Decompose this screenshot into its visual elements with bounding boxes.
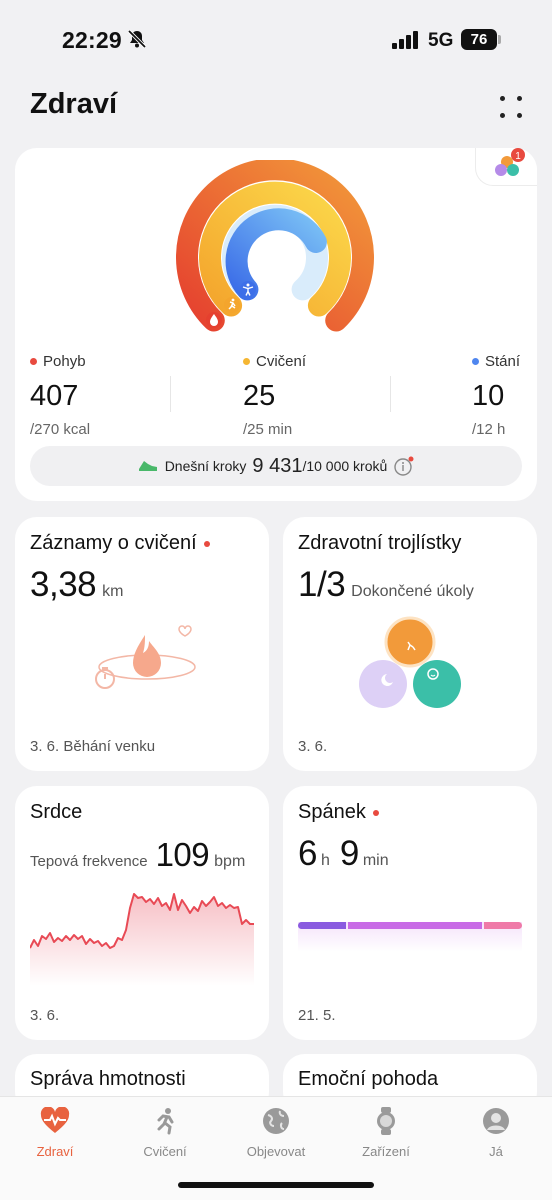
clover-tile-title: Zdravotní trojlístky bbox=[298, 532, 462, 554]
sleep-segment-rem bbox=[484, 922, 522, 929]
clover-progress: 1/3 bbox=[298, 565, 346, 604]
flame-icon bbox=[206, 312, 222, 328]
tab-discover-label: Objevovat bbox=[246, 1144, 306, 1159]
emotion-tile-title: Emoční pohoda bbox=[298, 1068, 439, 1090]
sleep-tile-footer: 21. 5. bbox=[298, 1007, 336, 1024]
battery-level: 76 bbox=[461, 29, 497, 50]
bell-muted-icon bbox=[127, 29, 147, 49]
heart-rate-chart bbox=[30, 893, 254, 986]
heart-rate-unit: bpm bbox=[214, 853, 246, 870]
stat-stand-target: /12 h bbox=[472, 421, 506, 438]
tab-me-label: Já bbox=[489, 1144, 503, 1159]
tab-discover[interactable]: Objevovat bbox=[226, 1107, 326, 1159]
steps-bar[interactable]: Dnešní kroky 9 431 /10 000 kroků bbox=[30, 446, 522, 486]
standing-icon bbox=[240, 281, 256, 297]
status-time: 22:29 bbox=[62, 27, 122, 53]
activity-rings-card[interactable]: 1 bbox=[15, 148, 537, 501]
sleep-tile[interactable]: Spánek 6 h 9 min 21. 5. bbox=[283, 786, 537, 1040]
heart-tile-footer: 3. 6. bbox=[30, 1007, 60, 1024]
sleep-hours: 6 bbox=[298, 834, 317, 873]
exercise-tile-title: Záznamy o cvičení bbox=[30, 532, 197, 554]
tab-health[interactable]: Zdraví bbox=[5, 1106, 105, 1159]
stat-move: Pohyb 407 /270 kcal bbox=[30, 353, 90, 438]
exercise-records-tile[interactable]: Záznamy o cvičení 3,38 km 3. 6. Běhání ve… bbox=[15, 517, 269, 771]
globe-icon bbox=[263, 1108, 289, 1134]
heart-rate-label: Tepová frekvence bbox=[30, 853, 148, 870]
sleep-minutes-unit: min bbox=[362, 852, 389, 869]
exercise-illustration-icon bbox=[95, 625, 196, 689]
clover-icon bbox=[359, 616, 461, 708]
stat-move-target: /270 kcal bbox=[30, 421, 91, 438]
tab-devices[interactable]: Zařízení bbox=[336, 1107, 436, 1159]
exercise-tile-footer: 3. 6. Běhání venku bbox=[30, 738, 156, 755]
stat-stand-value: 10 bbox=[472, 380, 505, 412]
divider bbox=[170, 376, 171, 412]
heart-pulse-icon bbox=[40, 1106, 70, 1133]
shoe-icon bbox=[138, 461, 157, 471]
info-icon[interactable] bbox=[393, 455, 415, 477]
heart-rate-value: 109 bbox=[155, 836, 210, 873]
exercise-unit: km bbox=[102, 583, 124, 600]
steps-value: 9 431 bbox=[252, 454, 303, 477]
tab-exercise[interactable]: Cvičení bbox=[115, 1107, 215, 1159]
clover-unit: Dokončené úkoly bbox=[351, 583, 474, 600]
stat-move-value: 407 bbox=[30, 380, 79, 412]
stand-dot bbox=[472, 358, 479, 365]
tab-me[interactable]: Já bbox=[446, 1107, 546, 1159]
signal-icon bbox=[392, 31, 418, 49]
steps-target: /10 000 kroků bbox=[302, 458, 388, 474]
notification-dot bbox=[203, 540, 210, 547]
runner-icon bbox=[224, 297, 240, 313]
badge-count: 1 bbox=[515, 151, 521, 162]
battery-icon bbox=[498, 35, 501, 44]
page-title: Zdraví bbox=[30, 88, 118, 120]
stat-exercise-label: Cvičení bbox=[256, 353, 307, 370]
sleep-tile-title: Spánek bbox=[298, 801, 366, 823]
sleep-minutes: 9 bbox=[339, 834, 359, 873]
clover-tile-footer: 3. 6. bbox=[298, 738, 328, 755]
exercise-distance: 3,38 bbox=[30, 565, 97, 604]
network-type: 5G bbox=[428, 30, 454, 51]
profile-icon bbox=[483, 1108, 509, 1134]
stat-exercise: Cvičení 25 /25 min bbox=[243, 353, 306, 438]
grid-menu-icon[interactable] bbox=[498, 94, 524, 120]
heart-tile-title: Srdce bbox=[30, 801, 83, 823]
stat-move-label: Pohyb bbox=[43, 353, 86, 370]
watch-icon bbox=[377, 1107, 395, 1135]
stat-stand: Stání 10 /12 h bbox=[472, 353, 520, 438]
sleep-segment-deep bbox=[298, 922, 346, 929]
stat-exercise-value: 25 bbox=[243, 380, 276, 412]
running-icon bbox=[157, 1108, 174, 1135]
exercise-dot bbox=[243, 358, 250, 365]
weight-tile-title: Správa hmotnosti bbox=[30, 1068, 186, 1090]
stat-stand-label: Stání bbox=[485, 353, 521, 370]
notification-dot bbox=[372, 809, 379, 816]
achievements-icon: 1 bbox=[495, 148, 525, 176]
achievements-badge[interactable]: 1 bbox=[475, 148, 537, 186]
divider bbox=[390, 376, 391, 412]
sleep-segment-light bbox=[348, 922, 482, 929]
health-clover-tile[interactable]: Zdravotní trojlístky 1/3 Dokončené úkoly … bbox=[283, 517, 537, 771]
tab-health-label: Zdraví bbox=[36, 1144, 74, 1159]
tab-exercise-label: Cvičení bbox=[143, 1144, 187, 1159]
status-bar: 22:29 5G 76 bbox=[0, 0, 552, 80]
stat-exercise-target: /25 min bbox=[243, 421, 293, 438]
activity-rings bbox=[176, 160, 374, 332]
steps-label: Dnešní kroky bbox=[164, 458, 247, 474]
tab-devices-label: Zařízení bbox=[362, 1144, 410, 1159]
home-indicator[interactable] bbox=[178, 1182, 374, 1188]
sleep-hours-unit: h bbox=[320, 852, 330, 869]
move-dot bbox=[30, 358, 37, 365]
heart-tile[interactable]: Srdce Tepová frekvence 109 bpm 3. 6. bbox=[15, 786, 269, 1040]
